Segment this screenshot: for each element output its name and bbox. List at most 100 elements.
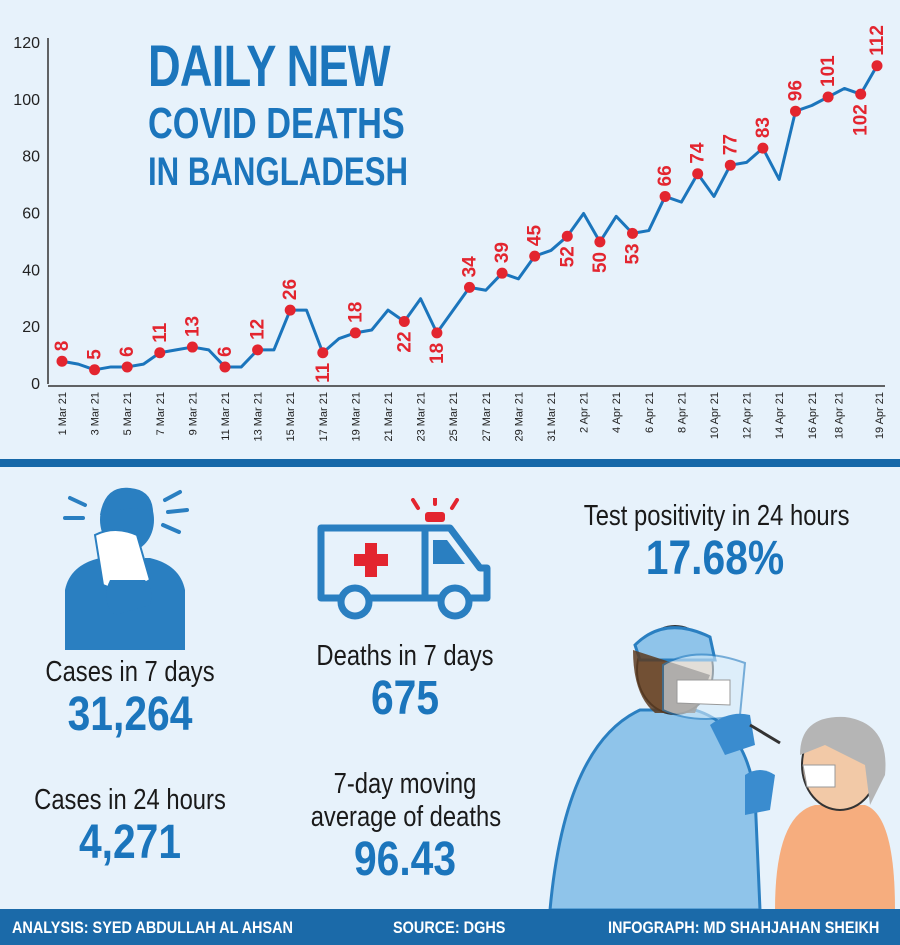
x-tick-label: 6 Apr 21: [644, 392, 656, 433]
x-tick-label: 29 Mar 21: [513, 392, 525, 442]
data-point-label: 34: [460, 256, 481, 278]
data-point-label: 11: [150, 322, 171, 343]
chart-title: DAILY NEW COVID DEATHS IN BANGLADESH: [148, 34, 481, 194]
sneezing-person-icon: [63, 487, 189, 650]
data-point-marker: [496, 267, 508, 279]
y-tick-label: 120: [13, 35, 40, 52]
x-tick-label: 3 Mar 21: [90, 392, 102, 435]
x-tick-label: 4 Apr 21: [611, 392, 623, 433]
footer-infograph: INFOGRAPH: MD SHAHJAHAN SHEIKH: [608, 918, 880, 937]
title-line-3: IN BANGLADESH: [148, 150, 409, 194]
x-tick-label: 13 Mar 21: [253, 392, 265, 442]
data-point-marker: [398, 315, 410, 327]
data-point-label: 74: [688, 142, 709, 164]
x-tick-label: 10 Apr 21: [709, 392, 721, 439]
test-positivity: Test positivity in 24 hours 17.68%: [555, 500, 875, 586]
data-point-marker: [529, 250, 541, 262]
x-tick-label: 19 Mar 21: [350, 392, 362, 442]
data-point-label: 66: [655, 165, 676, 186]
x-tick-label: 19 Apr 21: [874, 392, 886, 439]
data-markers: [56, 60, 883, 376]
data-point-marker: [659, 190, 671, 202]
x-tick-label: 1 Mar 21: [57, 392, 69, 435]
data-point-marker: [56, 355, 68, 367]
data-point-marker: [349, 327, 361, 339]
data-point-marker: [871, 60, 883, 72]
title-line-1: DAILY NEW: [148, 34, 391, 99]
data-point-marker: [186, 341, 198, 353]
data-point-marker: [855, 88, 867, 100]
cases-24-hours: Cases in 24 hours 4,271: [10, 784, 250, 870]
data-point-marker: [89, 364, 101, 376]
data-point-label: 52: [557, 246, 578, 267]
data-point-marker: [724, 159, 736, 171]
x-tick-label: 16 Apr 21: [807, 392, 819, 439]
title-line-2: COVID DEATHS: [148, 99, 405, 148]
data-point-label: 39: [492, 242, 513, 263]
data-point-marker: [822, 91, 834, 103]
x-tick-label: 15 Mar 21: [285, 392, 297, 442]
data-point-marker: [692, 168, 704, 180]
data-point-label: 11: [313, 362, 334, 383]
x-tick-label: 11 Mar 21: [220, 392, 232, 441]
data-point-label: 26: [280, 279, 301, 300]
data-point-marker: [757, 142, 769, 154]
section-divider: [0, 459, 900, 467]
x-tick-label: 25 Mar 21: [448, 392, 460, 442]
deaths-7-days-value: 675: [370, 672, 440, 725]
data-point-marker: [121, 361, 133, 373]
x-tick-label: 21 Mar 21: [383, 392, 395, 442]
x-tick-label: 5 Mar 21: [122, 392, 134, 435]
data-point-label: 13: [182, 316, 203, 337]
data-point-label: 53: [623, 243, 644, 264]
moving-average-label-1: 7-day moving: [333, 768, 477, 800]
x-tick-label: 14 Apr 21: [774, 392, 786, 439]
data-point-label: 5: [85, 349, 106, 360]
y-tick-label: 100: [13, 92, 40, 109]
cases-7-days-value: 31,264: [67, 688, 193, 741]
x-tick-label: 8 Apr 21: [676, 392, 688, 433]
cases-24-hours-value: 4,271: [78, 816, 182, 869]
moving-average: 7-day moving average of deaths 96.43: [290, 768, 520, 887]
cases-24-hours-label: Cases in 24 hours: [34, 784, 226, 816]
x-axis: 1 Mar 21 3 Mar 21 5 Mar 21 7 Mar 21 9 Mar 21…: [48, 385, 886, 442]
data-point-marker: [252, 344, 264, 356]
y-tick-label: 20: [22, 319, 40, 336]
data-point-marker: [219, 361, 231, 373]
deaths-7-days-label: Deaths in 7 days: [316, 640, 494, 672]
data-point-label: 6: [117, 346, 138, 357]
test-positivity-label: Test positivity in 24 hours: [583, 500, 850, 532]
ambulance-icon: [317, 498, 491, 620]
health-worker-swab-test-icon: [548, 625, 895, 910]
data-point-label: 45: [525, 225, 546, 247]
moving-average-value: 96.43: [353, 833, 457, 886]
moving-average-label-2: average of deaths: [310, 801, 502, 833]
y-axis: 0 20 40 60 80 100 120: [13, 35, 49, 393]
cases-7-days-label: Cases in 7 days: [45, 656, 215, 688]
data-point-marker: [627, 227, 638, 239]
data-point-label: 6: [215, 346, 236, 357]
y-tick-label: 0: [31, 376, 40, 393]
data-point-marker: [790, 105, 801, 117]
x-tick-label: 27 Mar 21: [481, 392, 493, 442]
data-point-label: 50: [590, 252, 611, 273]
data-point-marker: [317, 347, 329, 359]
footer-source: SOURCE: DGHS: [393, 918, 506, 937]
y-tick-label: 80: [22, 149, 40, 166]
data-point-label: 101: [818, 55, 839, 87]
data-point-label: 18: [345, 302, 366, 323]
footer-credits: ANALYSIS: SYED ABDULLAH AL AHSAN SOURCE:…: [0, 909, 900, 945]
data-point-label: 8: [52, 341, 73, 352]
data-point-label: 83: [753, 117, 774, 138]
x-tick-label: 12 Apr 21: [742, 392, 754, 439]
x-tick-label: 18 Apr 21: [833, 392, 845, 439]
data-point-marker: [464, 281, 475, 293]
deaths-7-days: Deaths in 7 days 675: [290, 640, 520, 726]
y-tick-label: 40: [22, 262, 40, 279]
data-point-marker: [431, 327, 443, 339]
x-tick-label: 31 Mar 21: [546, 392, 558, 442]
data-point-label: 12: [248, 319, 269, 340]
line-chart: 0 20 40 60 80 100 120 1 Mar 21 3 Mar 21 5 Mar 21…: [13, 25, 888, 442]
data-point-label: 112: [867, 25, 888, 56]
